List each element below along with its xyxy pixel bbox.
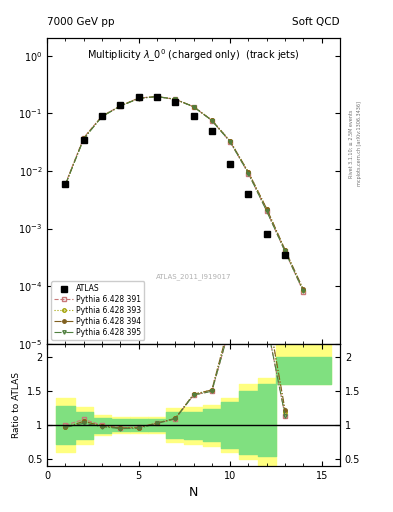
Pythia 6.428 393	[154, 93, 159, 99]
Pythia 6.428 394	[301, 286, 306, 292]
Pythia 6.428 391	[228, 139, 233, 145]
Pythia 6.428 391	[246, 170, 251, 177]
Pythia 6.428 393	[100, 113, 105, 119]
Pythia 6.428 393	[246, 169, 251, 175]
Line: Pythia 6.428 393: Pythia 6.428 393	[64, 95, 305, 292]
Pythia 6.428 395	[154, 94, 159, 100]
Pythia 6.428 394	[283, 247, 287, 253]
Y-axis label: Ratio to ATLAS: Ratio to ATLAS	[12, 372, 21, 438]
Pythia 6.428 391	[301, 289, 306, 295]
Legend: ATLAS, Pythia 6.428 391, Pythia 6.428 393, Pythia 6.428 394, Pythia 6.428 395: ATLAS, Pythia 6.428 391, Pythia 6.428 39…	[51, 281, 144, 340]
Pythia 6.428 391	[136, 95, 141, 101]
Pythia 6.428 393	[264, 206, 269, 212]
Pythia 6.428 395	[118, 103, 123, 109]
Pythia 6.428 391	[118, 103, 123, 109]
Text: 7000 GeV pp: 7000 GeV pp	[47, 16, 115, 27]
Pythia 6.428 393	[63, 182, 68, 188]
ATLAS	[191, 113, 196, 119]
Pythia 6.428 391	[173, 96, 178, 102]
Line: ATLAS: ATLAS	[62, 95, 288, 258]
Pythia 6.428 395	[81, 136, 86, 142]
Pythia 6.428 395	[136, 95, 141, 101]
Pythia 6.428 394	[154, 93, 159, 99]
Line: Pythia 6.428 395: Pythia 6.428 395	[64, 95, 305, 293]
Text: ATLAS_2011_I919017: ATLAS_2011_I919017	[156, 273, 231, 280]
Pythia 6.428 394	[191, 103, 196, 110]
ATLAS	[283, 252, 287, 258]
Pythia 6.428 391	[209, 117, 214, 123]
Pythia 6.428 395	[209, 117, 214, 123]
Pythia 6.428 394	[173, 96, 178, 102]
Pythia 6.428 395	[283, 248, 287, 254]
Pythia 6.428 391	[264, 208, 269, 215]
ATLAS	[63, 181, 68, 187]
Pythia 6.428 391	[191, 104, 196, 110]
Pythia 6.428 394	[264, 206, 269, 212]
ATLAS	[136, 94, 141, 100]
ATLAS	[154, 94, 159, 100]
Pythia 6.428 394	[81, 135, 86, 141]
Text: Rivet 3.1.10; ≥ 2.5M events: Rivet 3.1.10; ≥ 2.5M events	[349, 109, 354, 178]
Pythia 6.428 395	[63, 182, 68, 188]
ATLAS	[246, 191, 251, 197]
Pythia 6.428 393	[301, 287, 306, 293]
Text: Multiplicity $\lambda\_0^0$ (charged only)  (track jets): Multiplicity $\lambda\_0^0$ (charged onl…	[87, 48, 300, 64]
Pythia 6.428 394	[63, 182, 68, 188]
Line: Pythia 6.428 394: Pythia 6.428 394	[64, 95, 305, 291]
ATLAS	[173, 98, 178, 104]
Text: mcplots.cern.ch [arXiv:1306.3436]: mcplots.cern.ch [arXiv:1306.3436]	[357, 101, 362, 186]
Pythia 6.428 391	[81, 135, 86, 141]
Pythia 6.428 395	[246, 170, 251, 177]
Pythia 6.428 393	[228, 138, 233, 144]
ATLAS	[118, 102, 123, 108]
ATLAS	[209, 127, 214, 134]
Pythia 6.428 391	[154, 94, 159, 100]
Pythia 6.428 394	[228, 138, 233, 144]
Pythia 6.428 394	[136, 95, 141, 101]
Pythia 6.428 391	[100, 113, 105, 119]
ATLAS	[264, 231, 269, 237]
Pythia 6.428 393	[209, 117, 214, 123]
Pythia 6.428 395	[100, 114, 105, 120]
Pythia 6.428 393	[81, 135, 86, 141]
Pythia 6.428 395	[228, 139, 233, 145]
Pythia 6.428 394	[100, 113, 105, 119]
Pythia 6.428 393	[283, 247, 287, 253]
Pythia 6.428 393	[118, 103, 123, 109]
Pythia 6.428 395	[301, 288, 306, 294]
Pythia 6.428 394	[246, 169, 251, 175]
Pythia 6.428 395	[264, 208, 269, 215]
ATLAS	[228, 161, 233, 167]
Text: Soft QCD: Soft QCD	[292, 16, 340, 27]
Pythia 6.428 393	[173, 96, 178, 102]
Pythia 6.428 394	[118, 103, 123, 109]
Line: Pythia 6.428 391: Pythia 6.428 391	[64, 95, 305, 293]
X-axis label: N: N	[189, 486, 198, 499]
Pythia 6.428 395	[173, 96, 178, 102]
Pythia 6.428 395	[191, 104, 196, 110]
Pythia 6.428 391	[63, 181, 68, 187]
ATLAS	[81, 137, 86, 143]
ATLAS	[100, 113, 105, 119]
Pythia 6.428 393	[136, 95, 141, 101]
Pythia 6.428 391	[283, 248, 287, 254]
Pythia 6.428 394	[209, 117, 214, 123]
Pythia 6.428 393	[191, 103, 196, 110]
